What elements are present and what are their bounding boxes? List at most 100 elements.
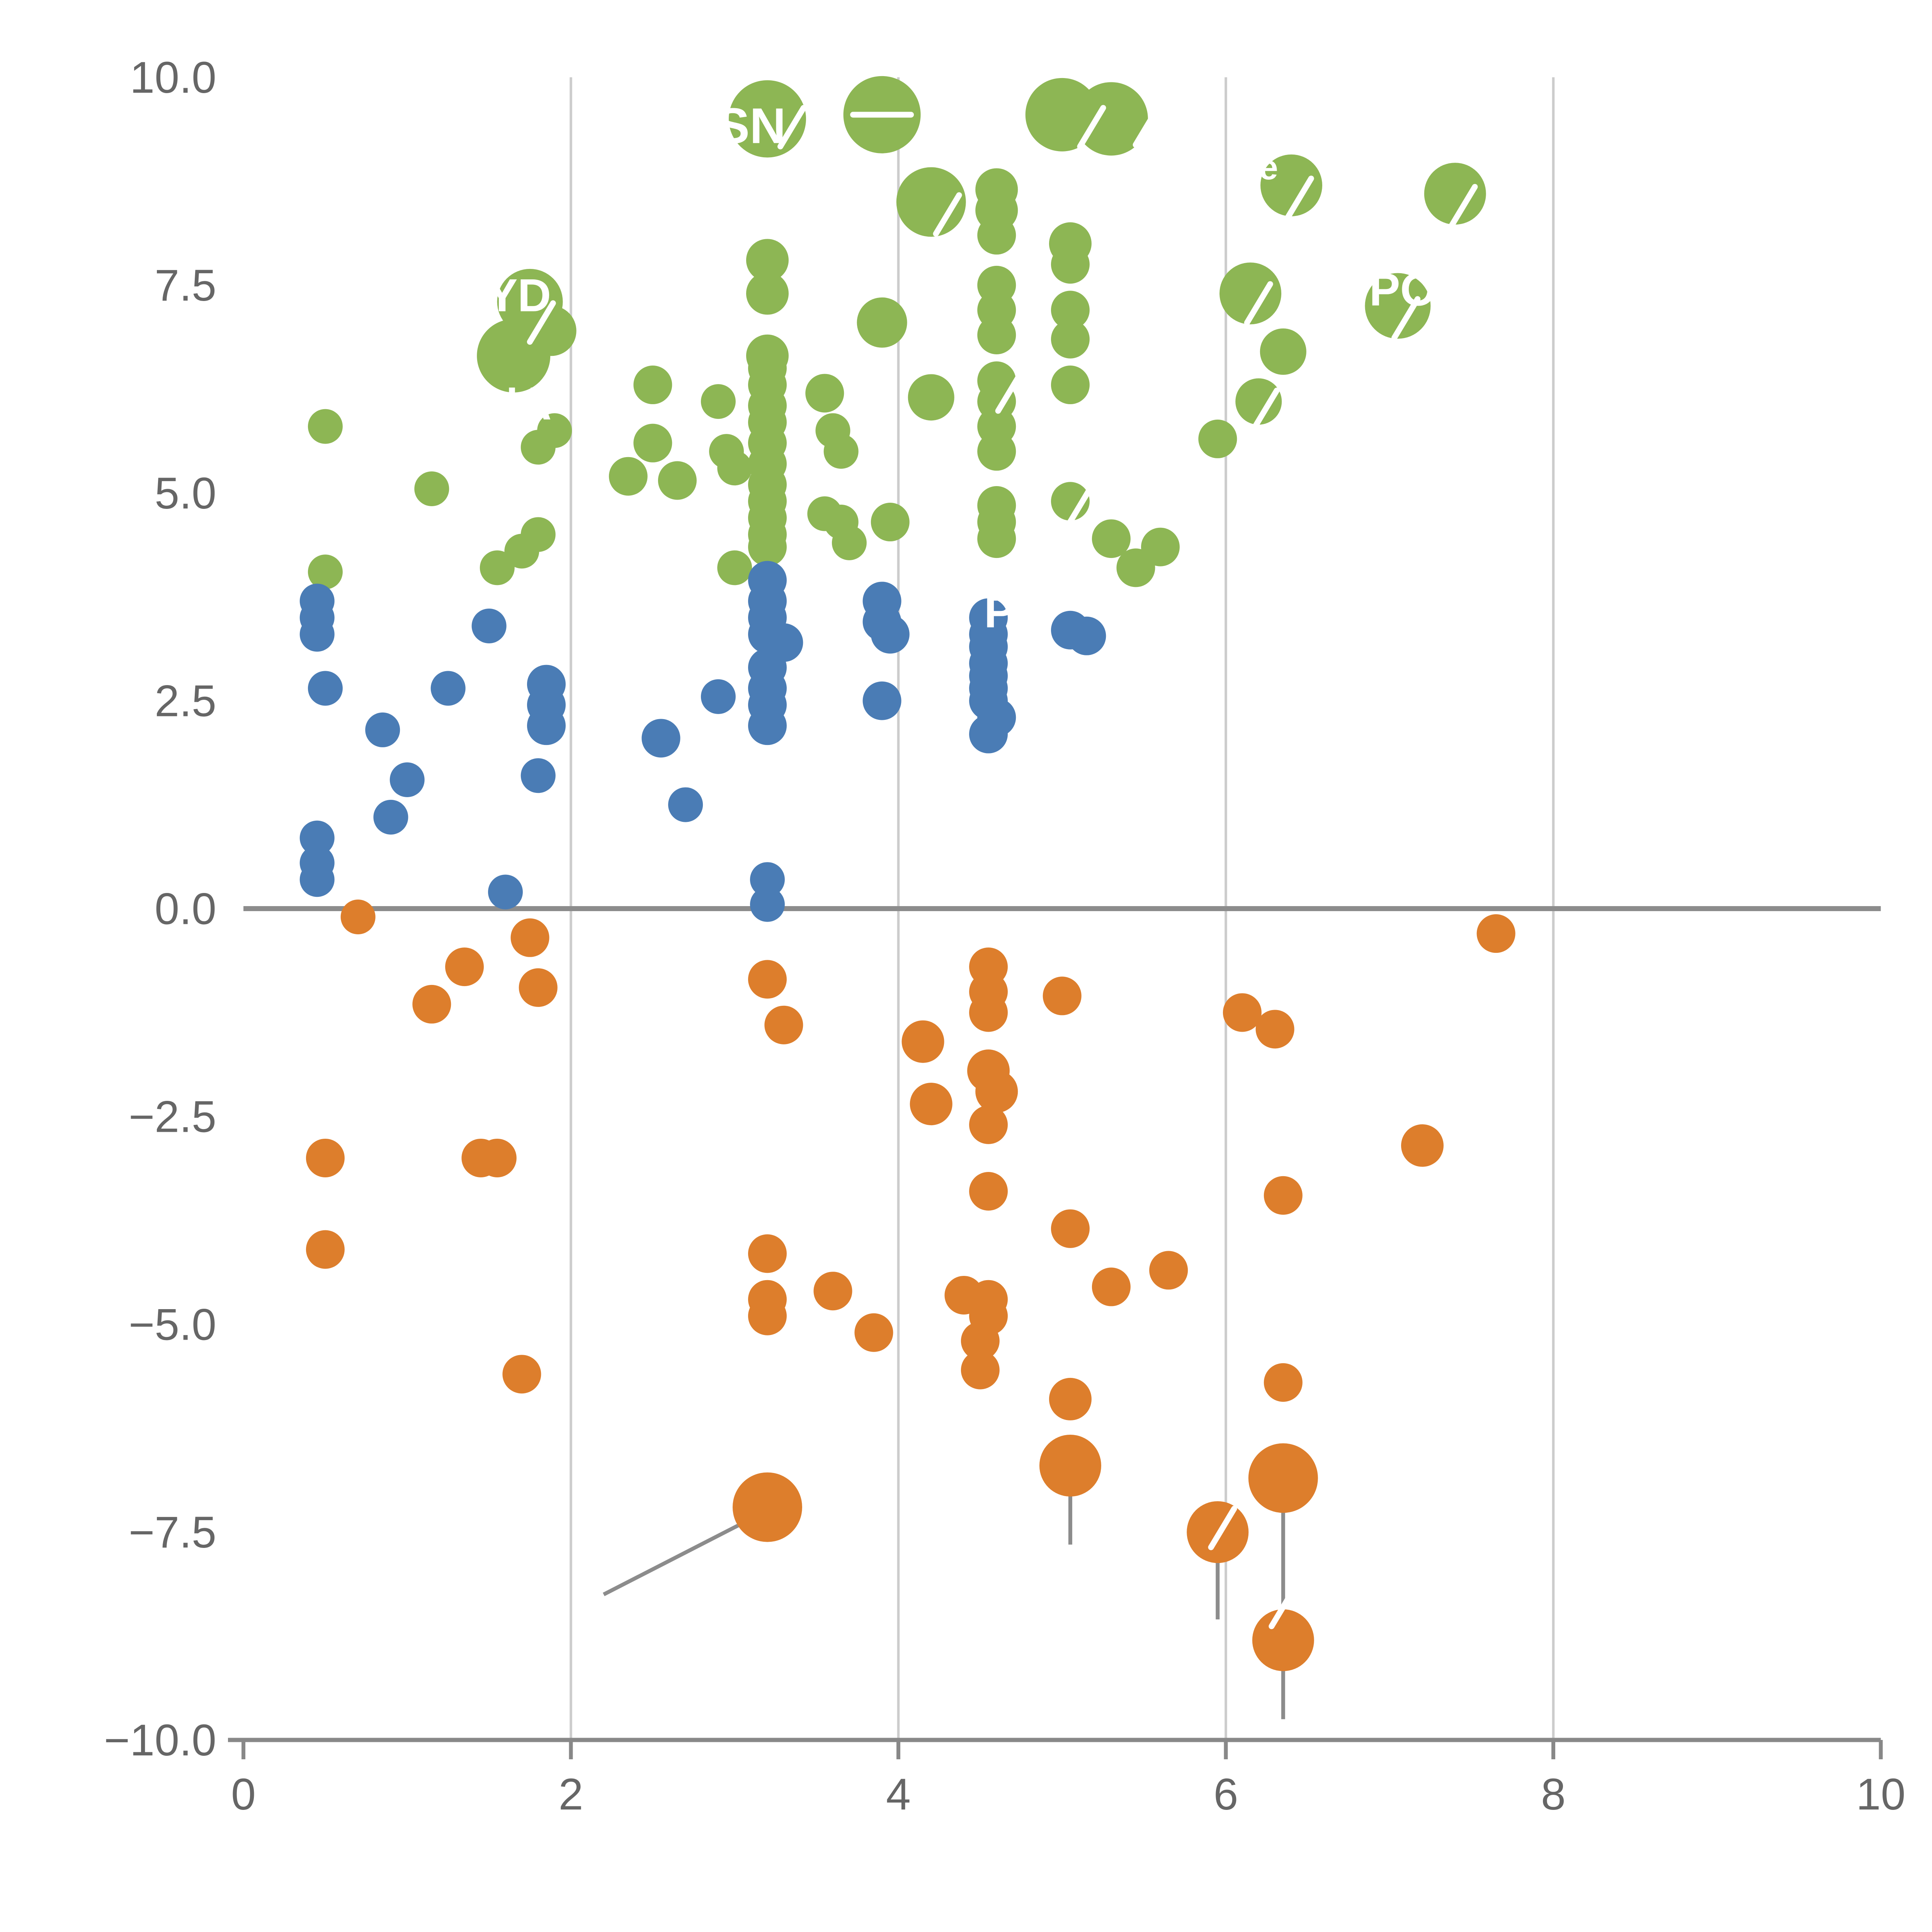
data-point-green [1365,273,1431,339]
label-slash-mark [1064,485,1093,530]
data-point-green [1260,328,1306,375]
label-slash-mark [1391,296,1421,341]
data-point-orange [519,968,558,1007]
data-point-orange [1264,1363,1303,1402]
data-point-orange [854,1313,893,1352]
data-point-green [658,461,697,500]
x-tick-label: 4 [886,1770,911,1819]
data-point-blue [701,679,736,714]
data-point-orange [969,993,1008,1032]
data-point-green [537,413,572,448]
data-point-green [1074,82,1148,156]
data-point-green [1198,419,1237,458]
label-slash-mark [1208,1505,1237,1550]
data-point-green [308,554,343,590]
data-point-green [977,216,1016,255]
data-point-green [1092,519,1131,558]
data-point-orange [961,1321,1000,1361]
data-point-orange [975,1070,1018,1113]
label-slash-mark [527,300,556,345]
data-point-orange [1476,914,1515,953]
data-point-blue [299,862,335,897]
data-point-green [308,409,343,444]
data-point-orange [764,1005,803,1044]
label-slash-mark [1269,1585,1298,1629]
data-point-green [717,550,752,585]
data-point-orange [969,1172,1008,1211]
label-slash-mark [1449,184,1478,228]
data-point-green [908,374,954,421]
data-point-blue [520,758,556,793]
data-point-green [414,471,449,506]
data-point-orange [306,1138,345,1177]
data-point-blue [299,820,335,855]
data-point-green [857,297,907,348]
data-point-orange [1049,1378,1092,1420]
data-point-green [480,550,515,585]
data-point-green [871,503,910,542]
data-point-blue [488,874,523,910]
data-point-orange [1043,976,1082,1015]
data-point-blue [430,671,466,706]
point-label: PC [984,585,1049,637]
data-point-green [701,384,736,419]
data-point-green [1051,320,1090,359]
data-point-orange [445,947,484,986]
data-point-green [633,366,672,405]
data-point-blue [641,719,680,758]
data-point-orange [748,1296,787,1335]
point-label: MINA [433,378,552,429]
data-point-orange [1264,1176,1303,1215]
label-slash-mark [995,369,1024,414]
data-point-blue [668,787,703,822]
data-point-orange [733,1472,802,1542]
data-point-orange [1051,1209,1090,1248]
data-point-orange [502,1355,541,1394]
data-point-orange [412,985,451,1024]
data-point-blue [389,762,425,798]
data-point-blue [750,887,785,922]
data-point-green [748,527,787,566]
y-tick-label: 5.0 [155,469,216,518]
data-point-blue [862,681,901,720]
x-tick-label: 8 [1541,1770,1566,1819]
data-point-green [1051,366,1090,405]
label-slash-mark [933,192,962,237]
data-point-blue [308,671,343,706]
x-tick-label: 10 [1856,1770,1906,1819]
data-point-green [1141,527,1180,566]
data-point-green [1051,291,1090,330]
x-tick-label: 0 [231,1770,256,1819]
data-point-green [1424,163,1486,225]
point-label: ADA [796,242,896,293]
label-slash-mark [1133,103,1162,148]
data-point-green [526,306,577,356]
y-tick-label: −2.5 [129,1092,216,1141]
y-tick-label: 7.5 [155,261,216,310]
point-label: e [1259,148,1278,187]
data-point-orange [1092,1267,1131,1306]
data-point-orange [969,1105,1008,1144]
data-point-orange [1149,1251,1188,1290]
point-label: SN [716,97,786,154]
data-point-blue [748,706,787,745]
data-point-green [977,519,1016,558]
data-point-green [520,517,556,552]
data-point-orange [306,1230,345,1269]
data-point-orange [340,900,376,935]
data-point-green [977,432,1016,471]
label-slash-mark [1250,388,1280,432]
x-tick-label: 2 [559,1770,583,1819]
data-point-green [805,374,844,413]
data-point-orange [901,1020,944,1063]
y-tick-label: −5.0 [129,1300,216,1349]
data-point-orange [1039,1435,1101,1497]
data-point-green [1260,154,1322,216]
data-point-blue [365,712,400,747]
data-point-green [633,423,672,463]
data-point-orange [478,1138,517,1177]
data-point-green [717,451,752,486]
data-point-orange [1223,993,1262,1032]
